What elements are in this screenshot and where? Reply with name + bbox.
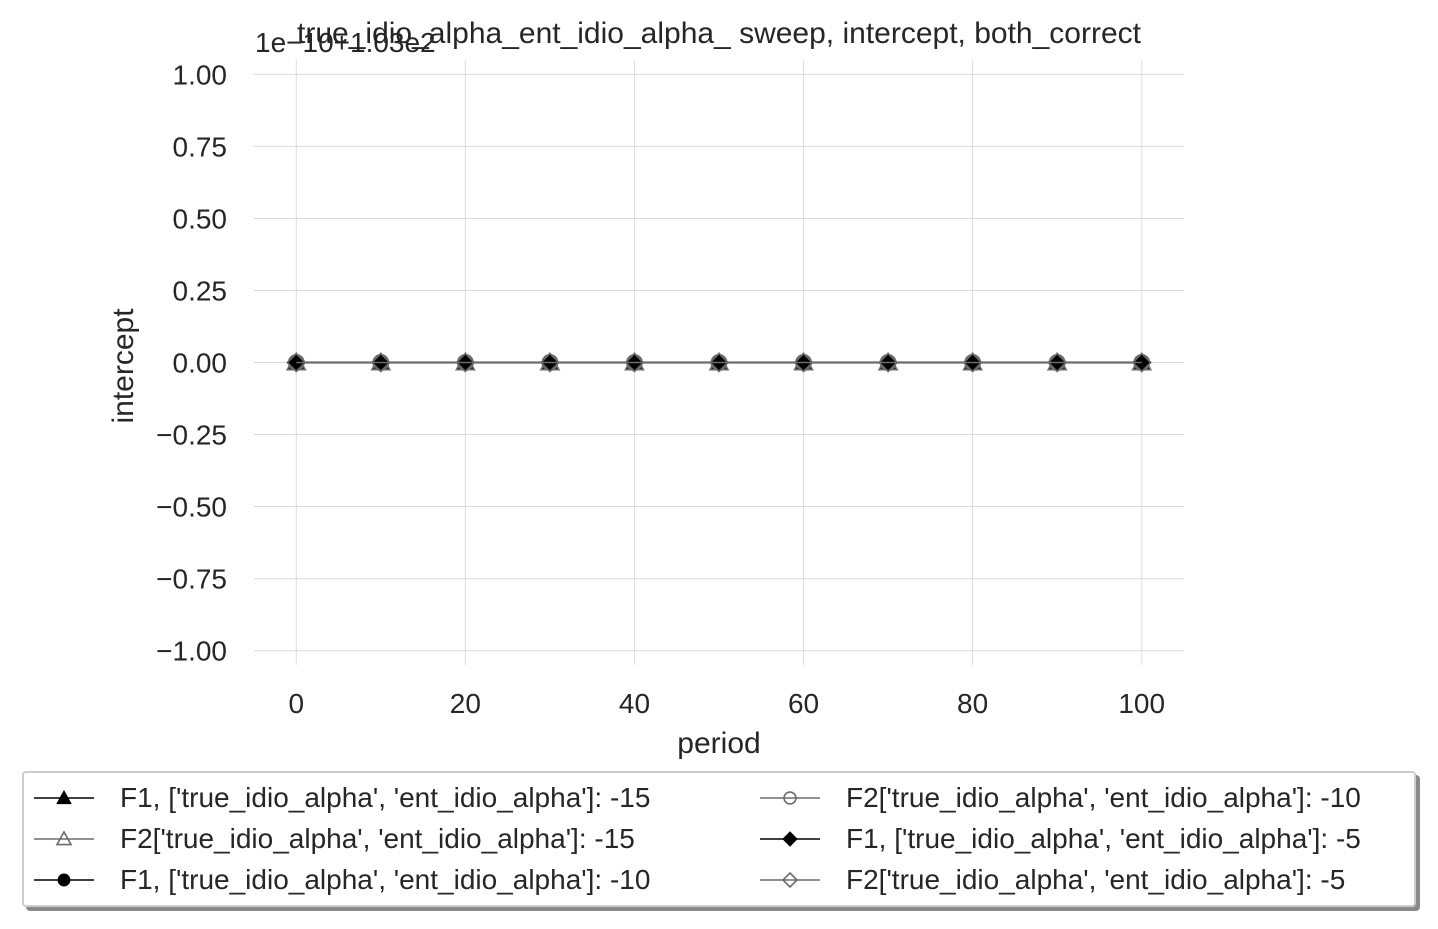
legend-label: F1, ['true_idio_alpha', 'ent_idio_alpha'… bbox=[846, 822, 1361, 854]
legend-marker bbox=[55, 830, 73, 846]
x-tick-label: 40 bbox=[619, 688, 650, 719]
legend-marker bbox=[782, 831, 798, 847]
y-axis-label: intercept bbox=[107, 308, 140, 424]
data-point bbox=[624, 352, 645, 373]
data-point bbox=[962, 352, 983, 373]
legend-item: F1, ['true_idio_alpha', 'ent_idio_alpha'… bbox=[32, 777, 758, 818]
chart-legend: F1, ['true_idio_alpha', 'ent_idio_alpha'… bbox=[22, 771, 1416, 907]
legend-item: F2['true_idio_alpha', 'ent_idio_alpha']:… bbox=[32, 818, 758, 859]
legend-marker bbox=[781, 872, 799, 889]
x-axis-label: period bbox=[677, 727, 760, 760]
legend-item: F2['true_idio_alpha', 'ent_idio_alpha']:… bbox=[758, 860, 1406, 901]
legend-swatch bbox=[760, 831, 820, 847]
legend-item: F1, ['true_idio_alpha', 'ent_idio_alpha'… bbox=[758, 818, 1406, 859]
legend-item: F1, ['true_idio_alpha', 'ent_idio_alpha'… bbox=[32, 860, 758, 901]
x-tick-label: 0 bbox=[288, 688, 304, 719]
data-point bbox=[539, 352, 561, 373]
series-group bbox=[285, 351, 1153, 373]
legend-label: F1, ['true_idio_alpha', 'ent_idio_alpha'… bbox=[120, 781, 651, 813]
y-tick-label: −0.25 bbox=[156, 420, 227, 451]
series-6 bbox=[286, 352, 1152, 373]
data-point bbox=[793, 352, 814, 373]
offset-text: 1e−10+1.03e2 bbox=[255, 27, 436, 58]
legend-marker bbox=[56, 789, 72, 804]
data-point bbox=[370, 352, 391, 373]
x-tick-label: 60 bbox=[788, 688, 819, 719]
x-axis-ticks: 0 20 40 60 80 100 bbox=[288, 688, 1165, 719]
data-point bbox=[286, 352, 307, 373]
data-point bbox=[877, 352, 899, 373]
legend-label: F1, ['true_idio_alpha', 'ent_idio_alpha'… bbox=[120, 864, 651, 896]
data-point bbox=[1047, 352, 1068, 373]
y-tick-label: 1.00 bbox=[173, 59, 228, 90]
legend-marker bbox=[783, 790, 797, 805]
y-tick-label: 0.50 bbox=[173, 203, 228, 234]
y-tick-label: −0.50 bbox=[156, 492, 227, 523]
legend-item: F2['true_idio_alpha', 'ent_idio_alpha']:… bbox=[758, 777, 1406, 818]
legend-swatch bbox=[34, 873, 94, 887]
x-tick-label: 20 bbox=[450, 688, 481, 719]
legend-swatch bbox=[760, 790, 820, 805]
legend-label: F2['true_idio_alpha', 'ent_idio_alpha']:… bbox=[120, 822, 635, 854]
legend-label: F2['true_idio_alpha', 'ent_idio_alpha']:… bbox=[846, 864, 1346, 896]
data-point bbox=[455, 352, 476, 373]
y-tick-label: 0.25 bbox=[173, 275, 228, 306]
legend-swatch bbox=[34, 830, 94, 846]
legend-marker bbox=[57, 873, 71, 887]
data-point bbox=[708, 352, 730, 373]
x-tick-label: 80 bbox=[957, 688, 988, 719]
y-tick-label: 0.75 bbox=[173, 131, 228, 162]
y-tick-label: −0.75 bbox=[156, 564, 227, 595]
y-tick-label: −1.00 bbox=[156, 636, 227, 667]
y-tick-label: 0.00 bbox=[173, 348, 228, 379]
data-point bbox=[1131, 352, 1152, 373]
x-tick-label: 100 bbox=[1118, 688, 1165, 719]
legend-label: F2['true_idio_alpha', 'ent_idio_alpha']:… bbox=[846, 781, 1361, 813]
y-axis-ticks: 1.00 0.75 0.50 0.25 0.00 −0.25 −0.50 −0.75 −1.00 bbox=[156, 59, 227, 666]
legend-swatch bbox=[34, 789, 94, 804]
legend-swatch bbox=[760, 872, 820, 889]
chart-title: true_idio_alpha_ent_idio_alpha_ sweep, i… bbox=[297, 17, 1142, 50]
